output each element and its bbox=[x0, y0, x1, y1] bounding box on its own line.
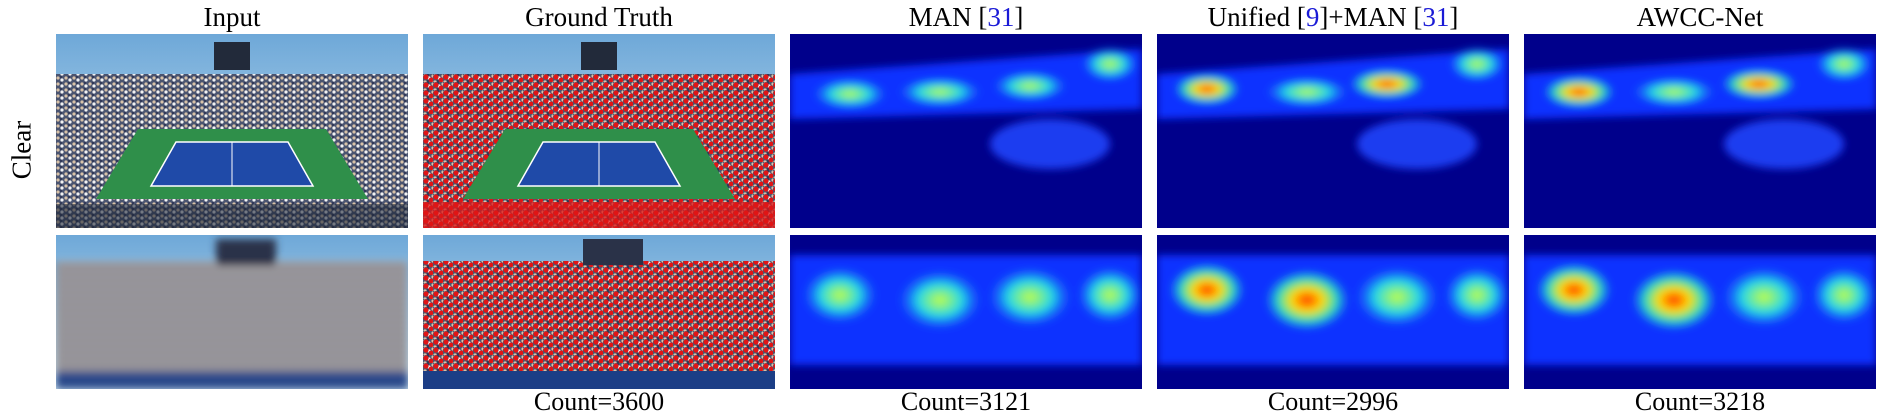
density-heatmap bbox=[1157, 235, 1509, 389]
method-name-suffix: +MAN bbox=[1328, 2, 1407, 32]
density-heatmap bbox=[790, 34, 1142, 228]
man-density-map-row2 bbox=[790, 235, 1142, 389]
citation-ref[interactable]: 31 bbox=[987, 2, 1015, 32]
count-man: Count=3121 bbox=[900, 387, 1032, 416]
title-text: Ground Truth bbox=[525, 2, 673, 32]
citation-ref[interactable]: 31 bbox=[1422, 2, 1450, 32]
column-title-input: Input bbox=[56, 0, 408, 34]
annotated-stadium-photo bbox=[423, 235, 775, 389]
ground-truth-image-row2 bbox=[423, 235, 775, 389]
unified-man-density-map-row2 bbox=[1157, 235, 1509, 389]
title-text: Input bbox=[203, 2, 261, 32]
input-image-row1 bbox=[56, 34, 408, 228]
input-image-row2 bbox=[56, 235, 408, 389]
column-title-ground-truth: Ground Truth bbox=[423, 0, 775, 34]
annotated-stadium-photo bbox=[423, 34, 775, 228]
citation-ref[interactable]: 9 bbox=[1305, 2, 1320, 32]
awcc-density-map-row2 bbox=[1524, 235, 1876, 389]
unified-man-density-map-row1 bbox=[1157, 34, 1509, 228]
column-title-unified-man: Unified [9]+MAN [31] bbox=[1207, 2, 1459, 32]
density-heatmap bbox=[790, 235, 1142, 389]
count-unified-man: Count=2996 bbox=[1267, 387, 1399, 416]
row-label: Clear bbox=[2, 100, 42, 200]
title-text: AWCC-Net bbox=[1636, 2, 1764, 32]
column-title-awcc: AWCC-Net bbox=[1524, 0, 1876, 34]
blurred-stadium-photo bbox=[56, 235, 408, 389]
column-title-man: MAN [31] bbox=[908, 2, 1024, 32]
man-density-map-row1 bbox=[790, 34, 1142, 228]
density-heatmap bbox=[1524, 34, 1876, 228]
ground-truth-image-row1 bbox=[423, 34, 775, 228]
method-name: MAN bbox=[908, 2, 972, 32]
density-heatmap bbox=[1157, 34, 1509, 228]
stadium-photo bbox=[56, 34, 408, 228]
row-label-text: Clear bbox=[6, 120, 37, 180]
count-awcc: Count=3218 bbox=[1634, 387, 1766, 416]
count-ground-truth: Count=3600 bbox=[533, 387, 665, 416]
density-heatmap bbox=[1524, 235, 1876, 389]
awcc-density-map-row1 bbox=[1524, 34, 1876, 228]
method-name: Unified bbox=[1207, 2, 1291, 32]
